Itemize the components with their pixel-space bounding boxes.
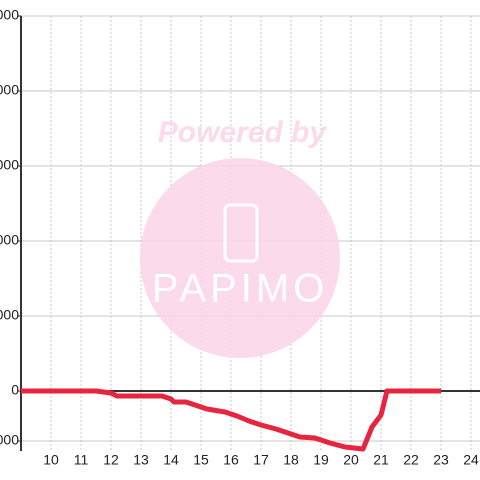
y-tick-label: 30,000 [0,307,19,323]
x-tick-label: 10 [43,452,59,468]
y-tick-label: 120,000 [0,82,19,98]
x-tick-label: 11 [74,452,89,468]
x-tick-label: 24 [463,452,479,468]
x-tick-label: 18 [283,452,299,468]
x-tick-label: 13 [133,452,149,468]
x-tick-label: 20 [343,452,359,468]
watermark-logo: PAPIMO [152,267,329,311]
x-tick-label: 22 [403,452,419,468]
x-tick-label: 16 [223,452,239,468]
y-tick-label: 150,000 [0,7,19,23]
y-tick-label: 90,000 [0,157,19,173]
x-tick-label: 21 [373,452,389,468]
x-tick-label: 15 [193,452,209,468]
x-tick-label: 14 [163,452,179,468]
watermark: Powered by PAPIMO [140,116,340,358]
x-tick-label: 23 [433,452,449,468]
x-tick-label: 17 [253,452,269,468]
watermark-phone [223,203,259,263]
y-tick-label: 0 [11,382,19,398]
y-tick-label: 60,000 [0,232,19,248]
watermark-title: Powered by [158,116,328,149]
watermark-circle [140,158,340,358]
x-tick-label: 12 [103,452,119,468]
y-tick-label: -20,000 [0,432,19,448]
x-tick-label: 19 [313,452,329,468]
line-series [21,388,441,452]
